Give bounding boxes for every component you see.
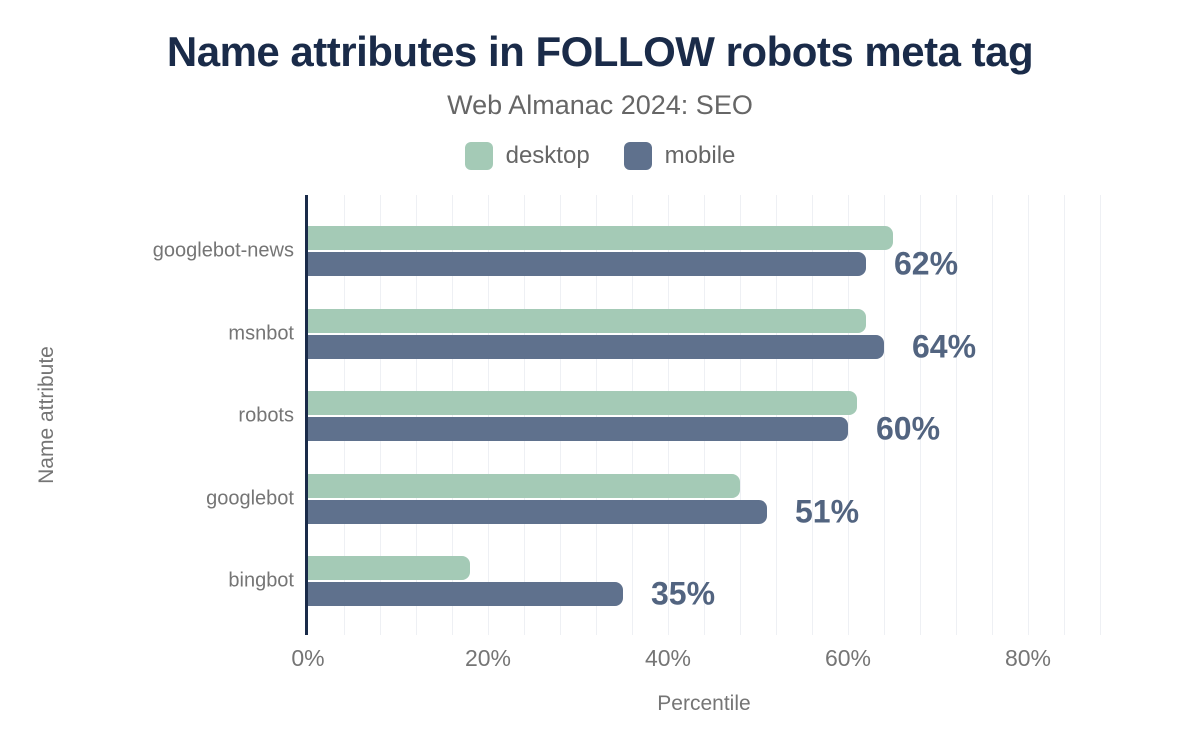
x-tick-label-0: 0% (291, 645, 325, 671)
bar-desktop-googlebot-news[interactable] (308, 226, 893, 250)
x-tick-label-60: 60% (824, 645, 872, 671)
gridline (992, 195, 993, 635)
gridline (524, 195, 525, 635)
value-label-robots: 60% (876, 410, 941, 447)
category-label-robots: robots (238, 404, 294, 427)
category-label-msnbot: msnbot (228, 322, 294, 344)
bar-mobile-googlebot-news[interactable] (308, 252, 866, 276)
bar-mobile-bingbot[interactable] (308, 582, 623, 606)
legend-item-desktop: desktop (464, 142, 590, 170)
x-tick-label-20: 20% (464, 645, 512, 671)
chart-title: Name attributes in FOLLOW robots meta ta… (166, 28, 1034, 75)
gridline (740, 195, 741, 635)
value-label-bingbot: 35% (651, 575, 716, 612)
y-axis-title: Name attribute (35, 346, 58, 484)
gridline (1064, 195, 1065, 635)
gridline (416, 195, 417, 635)
gridline (812, 195, 813, 635)
legend-swatch-desktop (464, 142, 493, 170)
x-axis-title: Percentile (657, 692, 751, 715)
gridline (668, 195, 669, 635)
value-label-googlebot-news: 62% (894, 245, 959, 282)
bar-mobile-msnbot[interactable] (308, 334, 884, 359)
category-label-googlebot-news: googlebot-news (152, 239, 294, 262)
gridline (632, 195, 633, 635)
bar-desktop-bingbot[interactable] (308, 556, 470, 580)
category-label-bingbot: bingbot (228, 569, 294, 592)
x-tick-label-40: 40% (644, 645, 692, 671)
gridline (452, 195, 453, 635)
y-axis-line (305, 195, 308, 635)
bar-mobile-googlebot[interactable] (308, 499, 767, 524)
gridline (1100, 195, 1101, 635)
gridline (560, 195, 561, 635)
value-label-msnbot: 64% (912, 328, 977, 364)
gridline (848, 195, 849, 635)
bar-desktop-msnbot[interactable] (308, 308, 866, 333)
x-tick-label-80: 80% (1004, 645, 1052, 671)
chart-subtitle: Web Almanac 2024: SEO (447, 90, 753, 120)
bar-mobile-robots[interactable] (308, 417, 848, 441)
legend: desktop mobile (0, 142, 1200, 170)
gridline (380, 195, 381, 635)
legend-label: desktop (505, 142, 590, 169)
gridline (920, 195, 921, 635)
gridline (776, 195, 777, 635)
value-label-googlebot: 51% (795, 493, 860, 529)
gridline (1028, 195, 1029, 635)
legend-label: mobile (664, 142, 736, 169)
plot-area: googlebot-news 62% msnbot 64% robots 60% googl… (153, 195, 1101, 635)
gridline (884, 195, 885, 635)
category-label-googlebot: googlebot (206, 487, 294, 509)
gridline (344, 195, 345, 635)
gridline (488, 195, 489, 635)
gridline (956, 195, 957, 635)
gridline (704, 195, 705, 635)
legend-item-mobile: mobile (623, 142, 736, 170)
bar-desktop-googlebot[interactable] (308, 473, 740, 498)
gridline (596, 195, 597, 635)
bar-desktop-robots[interactable] (308, 391, 857, 415)
legend-swatch-mobile (623, 142, 652, 170)
